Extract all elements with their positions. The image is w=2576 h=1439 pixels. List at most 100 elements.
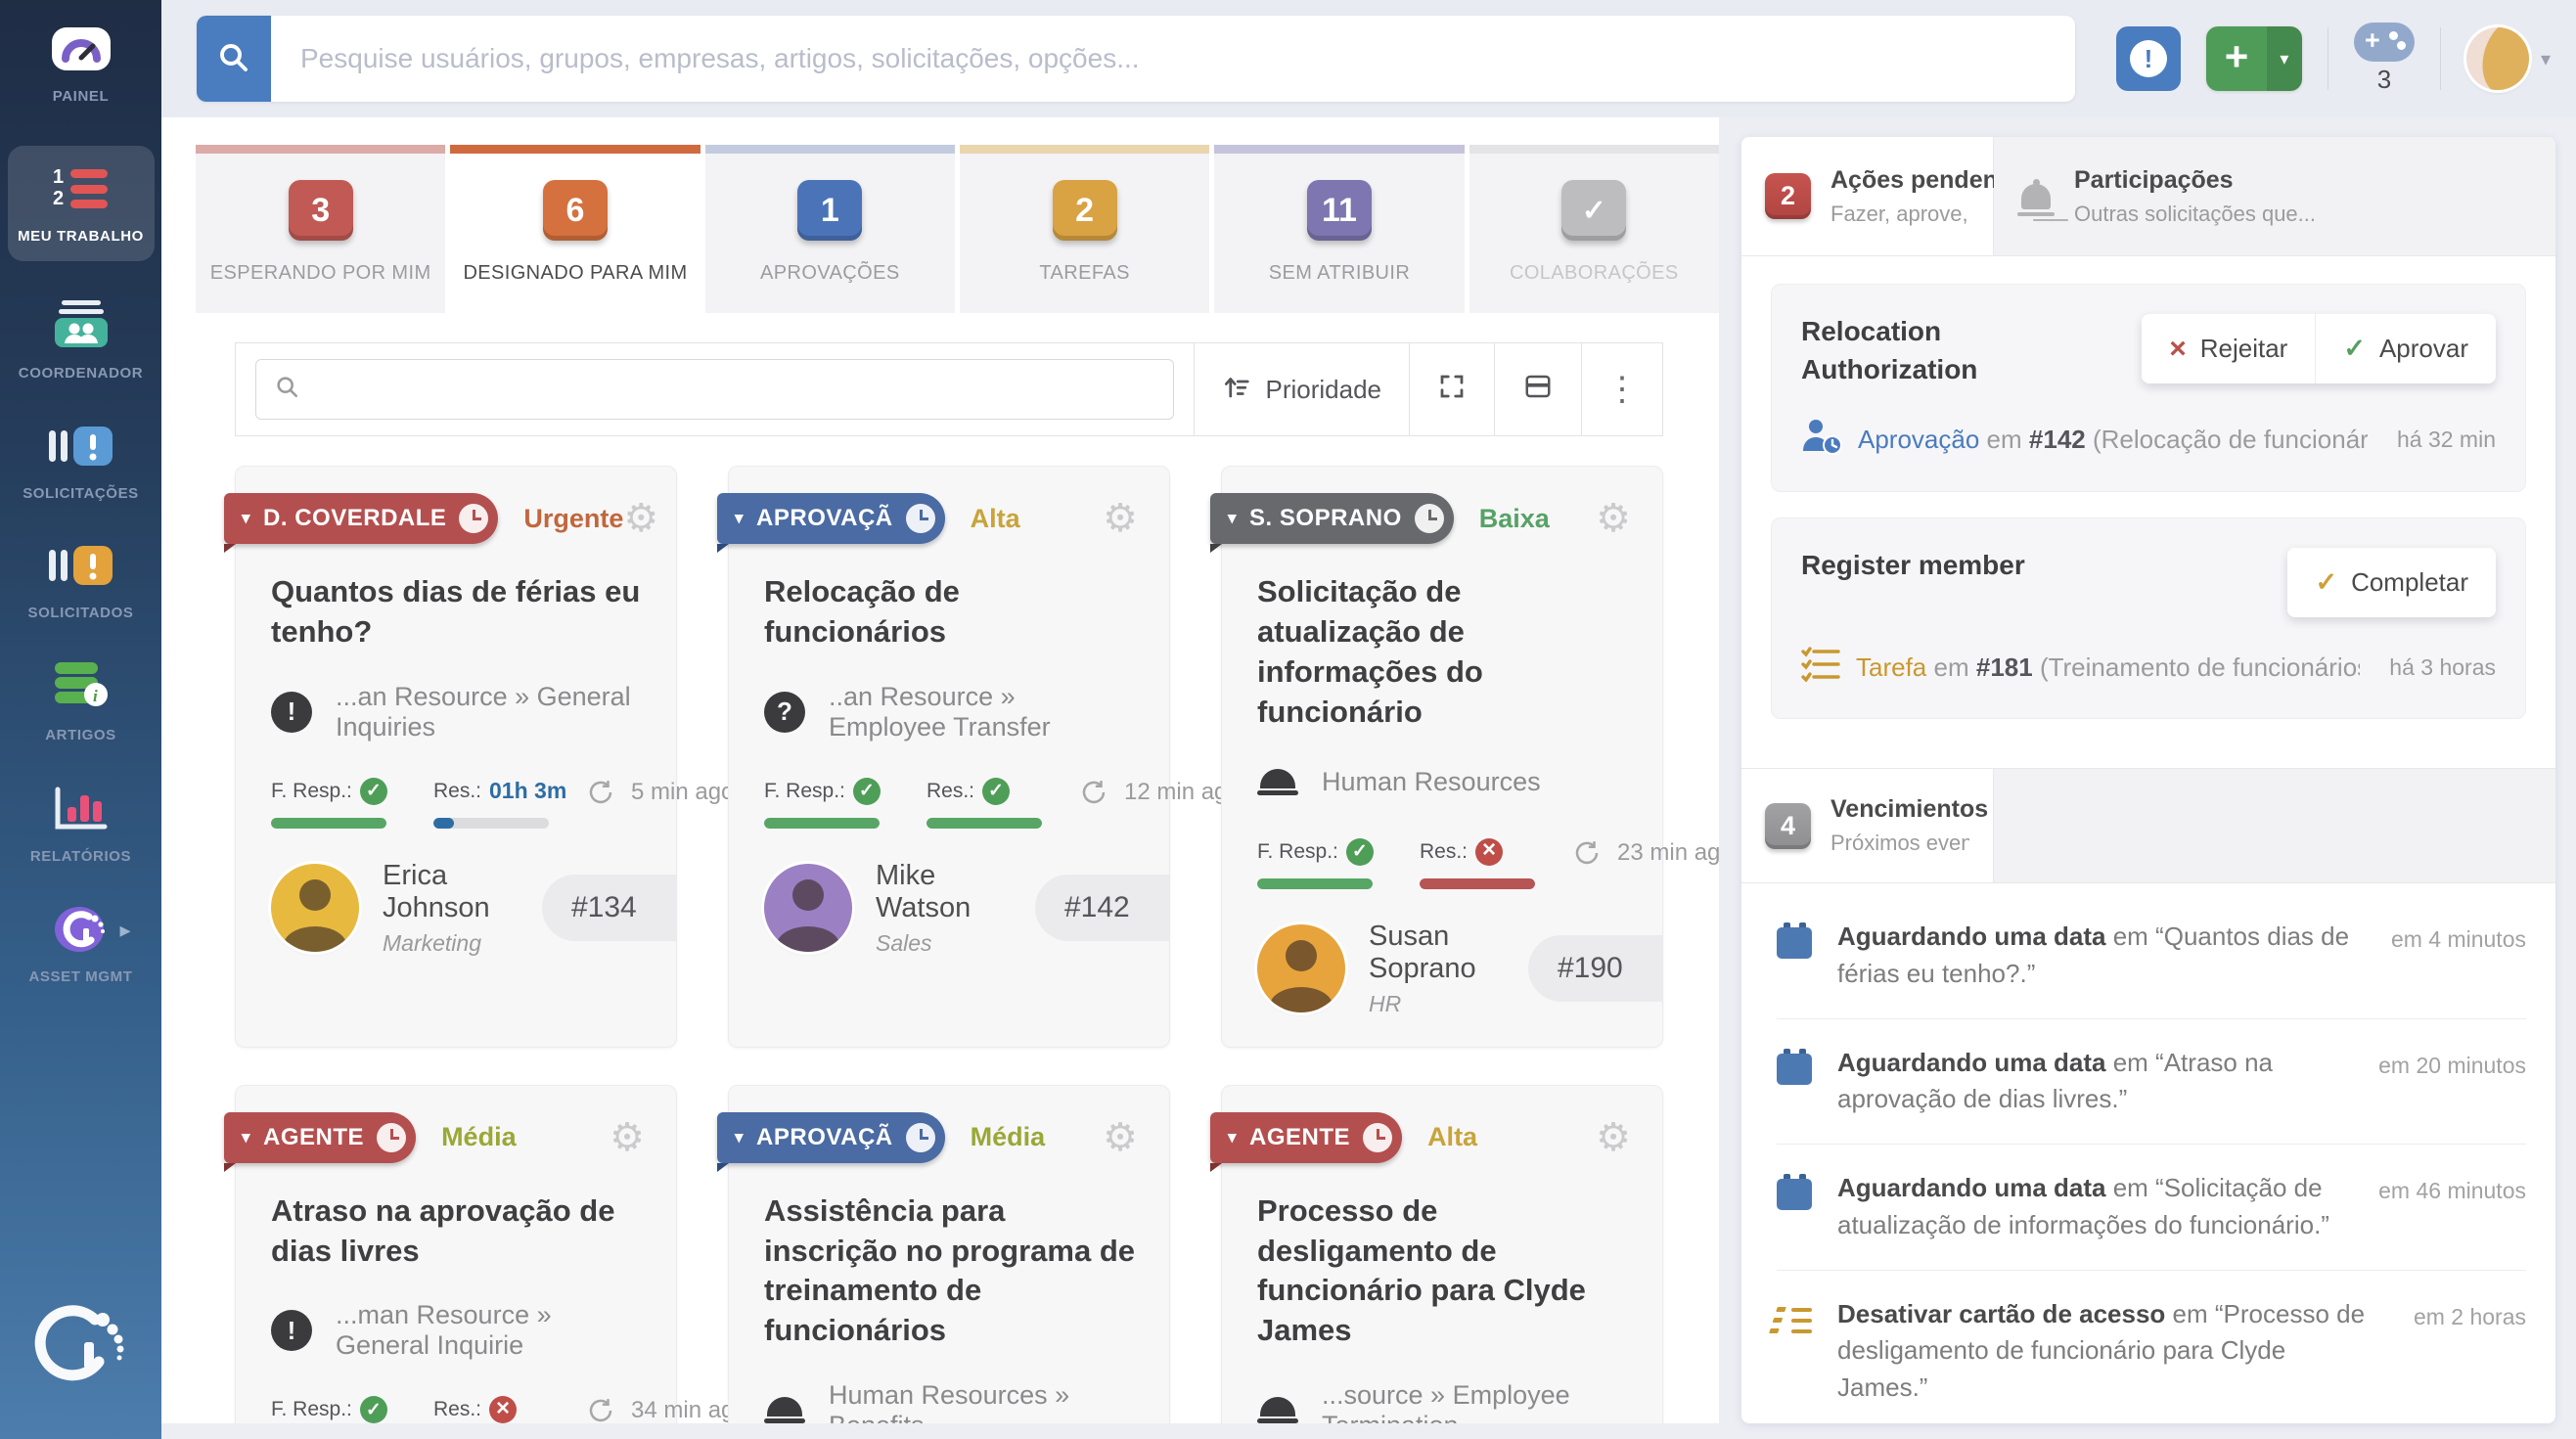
list-search-input[interactable] bbox=[313, 375, 1156, 404]
task-checklist-icon bbox=[1801, 647, 1840, 689]
resolution-status-icon bbox=[982, 777, 1011, 805]
notifications-button[interactable]: ! bbox=[2115, 26, 2181, 91]
requester-name: Susan Soprano bbox=[1369, 920, 1476, 984]
svg-text:1: 1 bbox=[53, 166, 64, 188]
assignee-ribbon[interactable]: ▾ APROVAÇÃ bbox=[717, 493, 945, 553]
global-search-input[interactable] bbox=[271, 16, 2075, 102]
assignee-ribbon[interactable]: ▾ AGENTE bbox=[1210, 1111, 1403, 1172]
gear-icon[interactable]: ⚙ bbox=[1596, 497, 1631, 540]
sidebar-item-solicitacoes[interactable]: SOLICITAÇÕES bbox=[8, 423, 155, 504]
sidebar-item-painel[interactable]: PAINEL bbox=[8, 25, 155, 107]
chevron-down-icon: ▾ bbox=[242, 1127, 251, 1147]
sidebar-item-asset-mgmt[interactable]: ▸ ASSET MGMT bbox=[8, 906, 155, 987]
priority-label: Alta bbox=[1427, 1122, 1478, 1152]
refresh-icon[interactable] bbox=[586, 1396, 615, 1423]
more-options-button[interactable]: ⋮ bbox=[1581, 343, 1662, 435]
refresh-icon[interactable] bbox=[586, 778, 615, 812]
category-icon bbox=[764, 691, 805, 733]
tab-esperando-por-mim[interactable]: 3 ESPERANDO POR MIM bbox=[196, 145, 446, 313]
tab-sem-atribuir[interactable]: 11 SEM ATRIBUIR bbox=[1214, 145, 1465, 313]
gear-icon[interactable]: ⚙ bbox=[1596, 1115, 1631, 1159]
assignee-ribbon[interactable]: ▾ D. COVERDALE bbox=[224, 493, 499, 553]
x-icon: × bbox=[2169, 332, 2187, 365]
check-icon: ✓ bbox=[2315, 567, 2338, 598]
tab-aprovacoes[interactable]: 1 APROVAÇÕES bbox=[704, 145, 955, 313]
action-type-link[interactable]: Tarefa bbox=[1856, 652, 1927, 683]
gamepad-icon bbox=[2353, 22, 2415, 62]
tab-participacoes[interactable]: Participações Outras solicitações que... bbox=[1994, 137, 2555, 255]
gear-icon[interactable]: ⚙ bbox=[1103, 497, 1138, 540]
sidebar-item-label: SOLICITADOS bbox=[27, 605, 134, 621]
knowledgebase-icon: i bbox=[53, 661, 110, 716]
work-area: 3 ESPERANDO POR MIM 6 DESIGNADO PARA MIM 1… bbox=[161, 117, 1719, 1423]
event-item[interactable]: Desativar cartão de acesso em “Processo … bbox=[1777, 1271, 2526, 1424]
first-response-status-icon bbox=[359, 1396, 387, 1423]
tab-tarefas[interactable]: 2 TAREFAS bbox=[959, 145, 1210, 313]
refresh-icon[interactable] bbox=[1079, 778, 1108, 812]
due-count-badge: 4 bbox=[1765, 802, 1811, 849]
ticket-id-badge: #142 bbox=[1035, 875, 1170, 942]
fullscreen-button[interactable] bbox=[1409, 343, 1494, 435]
avatar bbox=[271, 864, 359, 953]
avatar bbox=[1257, 924, 1345, 1013]
event-item[interactable]: Aguardando uma data em “Quantos dias de … bbox=[1777, 893, 2526, 1019]
global-search-button[interactable] bbox=[197, 16, 271, 102]
ticket-title[interactable]: Assistência para inscrição no programa d… bbox=[764, 1192, 1135, 1348]
tab-check-badge bbox=[1561, 180, 1627, 241]
ticket-title[interactable]: Quantos dias de férias eu tenho? bbox=[271, 574, 641, 649]
tab-stripe bbox=[1469, 145, 1719, 154]
tab-designado-para-mim[interactable]: 6 DESIGNADO PARA MIM bbox=[450, 145, 700, 313]
sidebar-item-solicitados[interactable]: SOLICITADOS bbox=[8, 542, 155, 623]
first-response-bar bbox=[271, 817, 386, 829]
priority-label: Alta bbox=[970, 503, 1020, 533]
gear-icon[interactable]: ⚙ bbox=[1103, 1115, 1138, 1159]
refresh-icon[interactable] bbox=[1572, 838, 1602, 873]
resolution-status-icon bbox=[1475, 837, 1504, 866]
resolution-bar bbox=[926, 817, 1042, 829]
reject-button[interactable]: × Rejeitar bbox=[2142, 314, 2316, 383]
tab-stripe bbox=[1214, 145, 1465, 154]
view-mode-button[interactable] bbox=[1494, 343, 1581, 435]
sidebar-item-label: SOLICITAÇÕES bbox=[23, 484, 139, 502]
event-item[interactable]: Aguardando uma data em “Solicitação de a… bbox=[1777, 1145, 2526, 1271]
ticket-title[interactable]: Relocação de funcionários bbox=[764, 574, 960, 649]
search-icon bbox=[274, 374, 301, 406]
gear-icon[interactable]: ⚙ bbox=[610, 1115, 645, 1159]
assignee-ribbon[interactable]: ▾ APROVAÇÃ bbox=[717, 1111, 945, 1172]
priority-label: Baixa bbox=[1478, 503, 1550, 533]
ticket-card: ▾ AGENTE Alta ⚙ Processo de desligamento … bbox=[1210, 1084, 1663, 1423]
list-toolbar: Prioridade ⋮ bbox=[235, 342, 1663, 436]
action-time: há 32 min bbox=[2396, 427, 2496, 453]
due-header-filler bbox=[1994, 769, 2555, 883]
event-item[interactable]: Aguardando uma data em “Atraso na aprova… bbox=[1777, 1019, 2526, 1146]
sidebar-item-relatorios[interactable]: RELATÓRIOS bbox=[8, 784, 155, 867]
sidebar-item-artigos[interactable]: i ARTIGOS bbox=[8, 661, 155, 745]
ticket-title[interactable]: Processo de desligamento de funcionário … bbox=[1257, 1192, 1586, 1348]
tab-colaboracoes[interactable]: COLABORAÇÕES bbox=[1469, 145, 1719, 313]
chevron-down-icon: ▾ bbox=[2266, 26, 2302, 91]
category-icon bbox=[1257, 1390, 1298, 1423]
approve-button[interactable]: ✓ Aprovar bbox=[2315, 314, 2496, 383]
assignee-ribbon[interactable]: ▾ S. SOPRANO bbox=[1210, 493, 1454, 553]
category-path: ...man Resource » General Inquirie bbox=[336, 1300, 552, 1361]
pending-action-item: Register member ✓ Completar Tarefa em #18… bbox=[1771, 517, 2526, 720]
svg-text:i: i bbox=[93, 687, 98, 705]
complete-button[interactable]: ✓ Completar bbox=[2287, 548, 2496, 618]
pending-action-item: Relocation Authorization × Rejeitar ✓ Apro… bbox=[1771, 284, 2526, 493]
action-type-link[interactable]: Aprovação bbox=[1858, 425, 1980, 455]
action-title: Register member bbox=[1801, 550, 2025, 581]
sidebar-item-coordenador[interactable]: COORDENADOR bbox=[8, 300, 155, 383]
queue-indicator[interactable]: 3 bbox=[2353, 22, 2415, 95]
clock-icon bbox=[1363, 1122, 1393, 1152]
create-new-button[interactable]: + ▾ bbox=[2205, 26, 2302, 91]
user-menu[interactable]: ▾ bbox=[2465, 27, 2551, 90]
assignee-ribbon[interactable]: ▾ AGENTE bbox=[224, 1111, 417, 1172]
gear-icon[interactable]: ⚙ bbox=[623, 497, 659, 540]
ticket-title[interactable]: Solicitação de atualização de informaçõe… bbox=[1257, 574, 1483, 729]
ticket-title[interactable]: Atraso na aprovação de dias livres bbox=[271, 1192, 615, 1268]
sort-button[interactable]: Prioridade bbox=[1194, 343, 1409, 435]
